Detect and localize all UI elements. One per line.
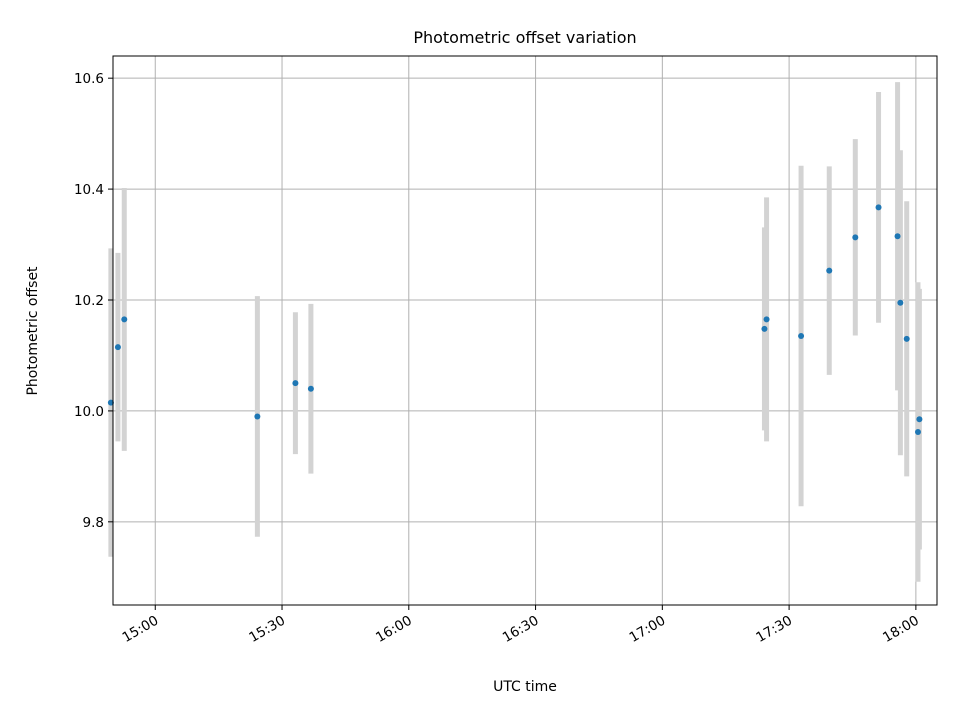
y-tick-label: 10.0 bbox=[74, 404, 104, 420]
y-tick-label: 10.2 bbox=[74, 293, 104, 309]
y-tick-label: 10.4 bbox=[74, 182, 104, 198]
data-points bbox=[107, 204, 923, 435]
data-point bbox=[897, 299, 904, 306]
data-point bbox=[826, 267, 833, 274]
data-point bbox=[107, 399, 114, 406]
y-tick-label: 9.8 bbox=[83, 515, 104, 531]
data-point bbox=[875, 204, 882, 211]
data-point bbox=[114, 344, 121, 351]
data-point bbox=[121, 316, 128, 323]
y-axis-label: Photometric offset bbox=[25, 266, 41, 396]
data-point bbox=[914, 428, 921, 435]
data-point bbox=[292, 380, 299, 387]
data-point bbox=[798, 333, 805, 340]
y-tick-label: 10.6 bbox=[74, 71, 104, 87]
data-point bbox=[903, 335, 910, 342]
chart-title: Photometric offset variation bbox=[413, 28, 636, 47]
data-point bbox=[916, 416, 923, 423]
x-axis-label: UTC time bbox=[493, 679, 557, 695]
data-point bbox=[254, 413, 261, 420]
data-point bbox=[307, 385, 314, 392]
data-point bbox=[763, 316, 770, 323]
y-axis-ticks: 9.8 10.0 10.2 10.4 10.6 bbox=[74, 71, 113, 531]
plot-frame bbox=[112, 55, 938, 606]
data-point bbox=[894, 233, 901, 240]
data-point bbox=[852, 234, 859, 241]
data-point bbox=[761, 325, 768, 332]
